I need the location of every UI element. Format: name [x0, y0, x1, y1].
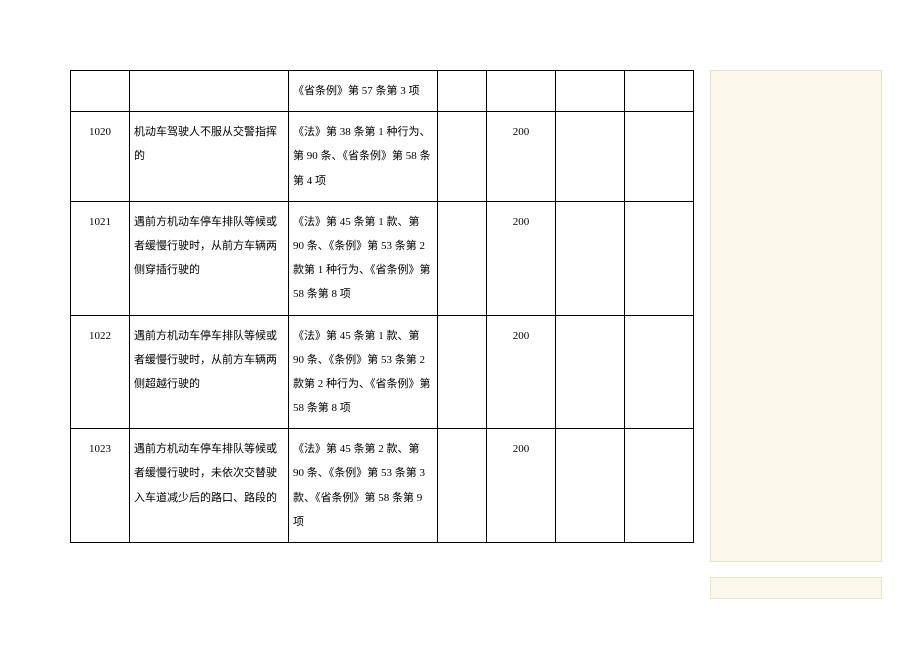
cell-code: 1022: [71, 315, 130, 429]
cell-empty: [438, 429, 487, 543]
cell-empty: [625, 112, 694, 202]
table-row: 1021 遇前方机动车停车排队等候或者缓慢行驶时，从前方车辆两侧穿插行驶的 《法…: [71, 201, 694, 315]
cell-description: 遇前方机动车停车排队等候或者缓慢行驶时，从前方车辆两侧超越行驶的: [130, 315, 289, 429]
cell-code: [71, 71, 130, 112]
cell-description: [130, 71, 289, 112]
cell-empty: [625, 429, 694, 543]
cell-empty: [438, 201, 487, 315]
cell-fine: 200: [487, 429, 556, 543]
cell-fine: 200: [487, 112, 556, 202]
cell-law: 《法》第 38 条第 1 种行为、第 90 条、《省条例》第 58 条第 4 项: [289, 112, 438, 202]
table-row: 1023 遇前方机动车停车排队等候或者缓慢行驶时，未依次交替驶入车道减少后的路口…: [71, 429, 694, 543]
violation-table-container: 《省条例》第 57 条第 3 项 1020 机动车驾驶人不服从交警指挥的 《法》…: [70, 70, 660, 543]
cell-law: 《法》第 45 条第 2 款、第 90 条、《条例》第 53 条第 3 款、《省…: [289, 429, 438, 543]
cell-empty: [556, 112, 625, 202]
sidebar-bottom-box: [710, 577, 882, 599]
table-row: 1022 遇前方机动车停车排队等候或者缓慢行驶时，从前方车辆两侧超越行驶的 《法…: [71, 315, 694, 429]
cell-empty: [625, 201, 694, 315]
table-row: 《省条例》第 57 条第 3 项: [71, 71, 694, 112]
cell-empty: [556, 429, 625, 543]
cell-empty: [556, 315, 625, 429]
sidebar-top-box: [710, 70, 882, 562]
cell-fine: 200: [487, 201, 556, 315]
cell-description: 机动车驾驶人不服从交警指挥的: [130, 112, 289, 202]
violation-table: 《省条例》第 57 条第 3 项 1020 机动车驾驶人不服从交警指挥的 《法》…: [70, 70, 694, 543]
cell-empty: [438, 315, 487, 429]
cell-empty: [625, 315, 694, 429]
cell-code: 1021: [71, 201, 130, 315]
cell-code: 1023: [71, 429, 130, 543]
cell-empty: [438, 112, 487, 202]
cell-empty: [625, 71, 694, 112]
cell-code: 1020: [71, 112, 130, 202]
sidebar-panel: [710, 70, 880, 599]
cell-law: 《法》第 45 条第 1 款、第 90 条、《条例》第 53 条第 2 款第 1…: [289, 201, 438, 315]
cell-empty: [556, 201, 625, 315]
cell-description: 遇前方机动车停车排队等候或者缓慢行驶时，从前方车辆两侧穿插行驶的: [130, 201, 289, 315]
cell-empty: [438, 71, 487, 112]
table-row: 1020 机动车驾驶人不服从交警指挥的 《法》第 38 条第 1 种行为、第 9…: [71, 112, 694, 202]
cell-empty: [556, 71, 625, 112]
cell-fine: 200: [487, 315, 556, 429]
cell-law: 《省条例》第 57 条第 3 项: [289, 71, 438, 112]
cell-law: 《法》第 45 条第 1 款、第 90 条、《条例》第 53 条第 2 款第 2…: [289, 315, 438, 429]
cell-fine: [487, 71, 556, 112]
cell-description: 遇前方机动车停车排队等候或者缓慢行驶时，未依次交替驶入车道减少后的路口、路段的: [130, 429, 289, 543]
